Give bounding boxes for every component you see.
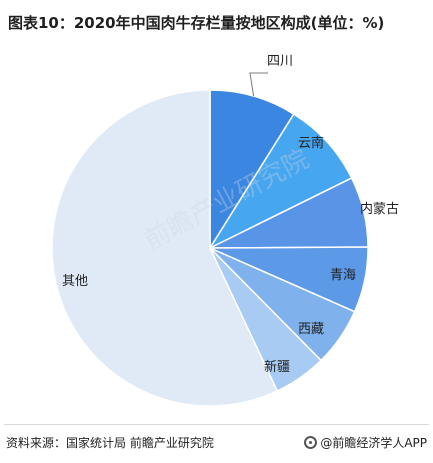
slice-label-6: 其他 <box>62 274 88 289</box>
chart-title: 图表10：2020年中国肉牛存栏量按地区构成(单位：%) <box>8 14 385 32</box>
leader-line-0 <box>249 72 268 97</box>
pie-slice-0 <box>209 89 295 251</box>
slice-label-2: 内蒙古 <box>360 201 399 217</box>
pie-slice-6 <box>51 89 279 407</box>
brand-text: @前瞻经济学人APP <box>320 436 427 450</box>
slice-label-5: 新疆 <box>264 359 290 375</box>
slice-label-1: 云南 <box>298 135 324 151</box>
source-note: 资料来源：国家统计局 前瞻产业研究院 <box>6 436 214 450</box>
footer: 资料来源：国家统计局 前瞻产业研究院 @前瞻经济学人APP <box>0 424 433 463</box>
slice-label-3: 青海 <box>330 268 356 283</box>
slice-label-4: 西藏 <box>298 322 324 337</box>
brand-logo-icon <box>304 436 318 449</box>
pie-slice-1 <box>207 113 353 250</box>
footer-divider <box>4 424 429 425</box>
slice-label-0: 四川 <box>267 54 293 69</box>
brand-credit: @前瞻经济学人APP <box>304 434 427 451</box>
